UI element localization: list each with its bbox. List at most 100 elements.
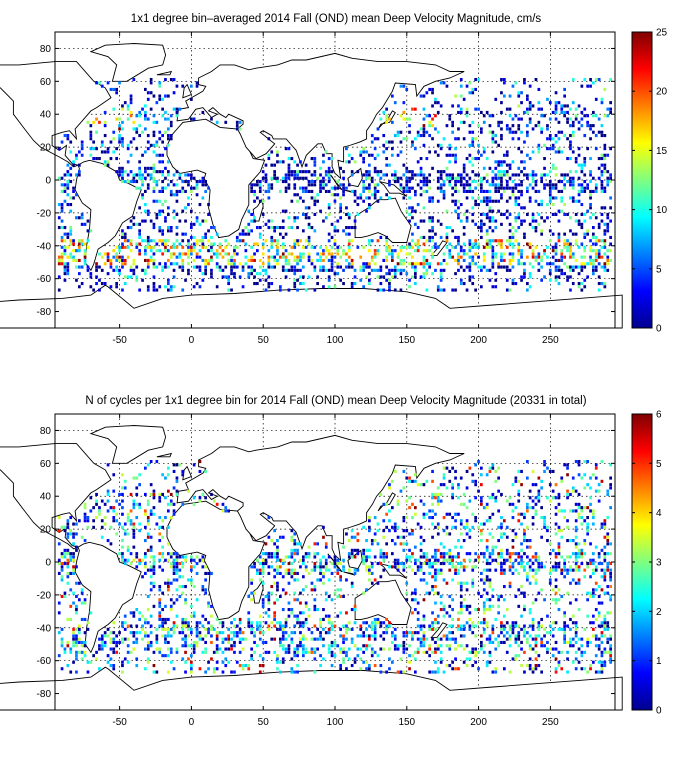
heatmap-cell — [517, 644, 520, 647]
heatmap-cell — [572, 101, 575, 104]
heatmap-cell — [135, 275, 138, 278]
heatmap-cell — [173, 562, 176, 565]
heatmap-cell — [555, 150, 558, 153]
heatmap-cell — [560, 256, 563, 259]
panel-1-title: 1x1 degree bin–averaged 2014 Fall (OND) … — [131, 13, 542, 25]
heatmap-cell — [368, 572, 371, 575]
heatmap-cell — [227, 638, 230, 641]
heatmap-cell — [173, 513, 176, 516]
heatmap-cell — [316, 193, 319, 196]
heatmap-cell — [581, 282, 584, 285]
heatmap-cell — [460, 588, 463, 591]
heatmap-cell — [202, 555, 205, 558]
heatmap-cell — [388, 141, 391, 144]
heatmap-cell — [336, 229, 339, 232]
heatmap-cell — [497, 467, 500, 470]
heatmap-cell — [437, 144, 440, 147]
heatmap-cell — [138, 618, 141, 621]
heatmap-cell — [578, 193, 581, 196]
heatmap-cell — [112, 664, 115, 667]
heatmap-cell — [586, 147, 589, 150]
heatmap-cell — [477, 460, 480, 463]
heatmap-cell — [331, 187, 334, 190]
heatmap-cell — [483, 252, 486, 255]
heatmap-cell — [170, 134, 173, 137]
heatmap-cell — [357, 648, 360, 651]
heatmap-cell — [268, 220, 271, 223]
heatmap-cell — [167, 526, 170, 529]
heatmap-cell — [291, 667, 294, 670]
heatmap-cell — [170, 605, 173, 608]
heatmap-cell — [247, 229, 250, 232]
heatmap-cell — [474, 651, 477, 654]
heatmap-cell — [293, 256, 296, 259]
heatmap-cell — [262, 200, 265, 203]
heatmap-cell — [543, 183, 546, 186]
heatmap-cell — [64, 249, 67, 252]
heatmap-cell — [282, 588, 285, 591]
heatmap-cell — [67, 180, 70, 183]
heatmap-cell — [354, 569, 357, 572]
heatmap-cell — [434, 549, 437, 552]
heatmap-cell — [391, 154, 394, 157]
heatmap-cell — [236, 121, 239, 124]
heatmap-cell — [405, 252, 408, 255]
heatmap-cell — [262, 177, 265, 180]
heatmap-cell — [362, 269, 365, 272]
heatmap-cell — [357, 532, 360, 535]
heatmap-cell — [382, 111, 385, 114]
heatmap-cell — [437, 638, 440, 641]
heatmap-cell — [153, 562, 156, 565]
heatmap-cell — [420, 262, 423, 265]
heatmap-cell — [279, 661, 282, 664]
heatmap-cell — [259, 615, 262, 618]
heatmap-cell — [575, 266, 578, 269]
heatmap-cell — [371, 562, 374, 565]
heatmap-cell — [121, 104, 124, 107]
heatmap-cell — [526, 641, 529, 644]
heatmap-cell — [156, 121, 159, 124]
heatmap-cell — [207, 249, 210, 252]
heatmap-cell — [75, 216, 78, 219]
heatmap-cell — [196, 180, 199, 183]
heatmap-cell — [382, 259, 385, 262]
heatmap-cell — [259, 259, 262, 262]
colorbar-tick-label: 20 — [656, 87, 668, 98]
heatmap-cell — [302, 625, 305, 628]
heatmap-cell — [112, 490, 115, 493]
heatmap-cell — [463, 526, 466, 529]
heatmap-cell — [520, 279, 523, 282]
heatmap-cell — [391, 95, 394, 98]
heatmap-cell — [451, 173, 454, 176]
heatmap-cell — [81, 144, 84, 147]
heatmap-cell — [314, 266, 317, 269]
heatmap-cell — [414, 651, 417, 654]
heatmap-cell — [190, 98, 193, 101]
heatmap-cell — [348, 648, 351, 651]
heatmap-cell — [147, 634, 150, 637]
heatmap-cell — [147, 210, 150, 213]
heatmap-cell — [247, 272, 250, 275]
heatmap-cell — [394, 529, 397, 532]
heatmap-cell — [138, 233, 141, 236]
heatmap-cell — [61, 575, 64, 578]
heatmap-cell — [167, 559, 170, 562]
heatmap-cell — [92, 654, 95, 657]
heatmap-cell — [471, 582, 474, 585]
heatmap-cell — [124, 170, 127, 173]
heatmap-cell — [517, 196, 520, 199]
heatmap-cell — [316, 565, 319, 568]
heatmap-cell — [434, 552, 437, 555]
heatmap-cell — [480, 529, 483, 532]
heatmap-cell — [141, 575, 144, 578]
heatmap-cell — [164, 200, 167, 203]
heatmap-cell — [532, 256, 535, 259]
heatmap-cell — [411, 592, 414, 595]
heatmap-cell — [448, 118, 451, 121]
heatmap-cell — [494, 141, 497, 144]
heatmap-cell — [483, 605, 486, 608]
heatmap-cell — [382, 552, 385, 555]
heatmap-cell — [446, 664, 449, 667]
heatmap-cell — [457, 206, 460, 209]
heatmap-cell — [61, 641, 64, 644]
